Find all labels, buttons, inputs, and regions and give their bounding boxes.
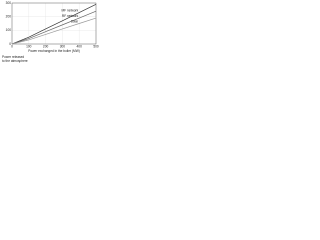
series-label: MF network (62, 8, 79, 12)
x-tick-label: 400 (77, 44, 83, 48)
x-tick-label: 100 (26, 44, 32, 48)
x-tick-label: 0 (11, 44, 13, 48)
x-tick-label: 300 (60, 44, 66, 48)
series-label: Solar (71, 19, 79, 23)
plot-frame (11, 2, 97, 45)
data-line (11, 17, 97, 45)
x-axis-label: Power exchanged in the boiler (MW) (28, 49, 80, 53)
x-tick-label: 200 (43, 44, 49, 48)
y-tick-label: 200 (6, 15, 12, 19)
x-tick-label: 500 (93, 44, 99, 48)
y-axis-label: to the atmosphere (2, 59, 28, 63)
chart: Power exchanged in the boiler (MW) Power… (2, 1, 99, 63)
y-tick-label: 100 (6, 28, 12, 32)
data-line (11, 10, 97, 45)
y-tick-label: 300 (6, 1, 12, 5)
series-label: RF network (62, 14, 79, 18)
y-tick-label: 0 (9, 42, 11, 46)
data-line (11, 4, 97, 45)
y-axis-label: Power released (2, 55, 24, 59)
